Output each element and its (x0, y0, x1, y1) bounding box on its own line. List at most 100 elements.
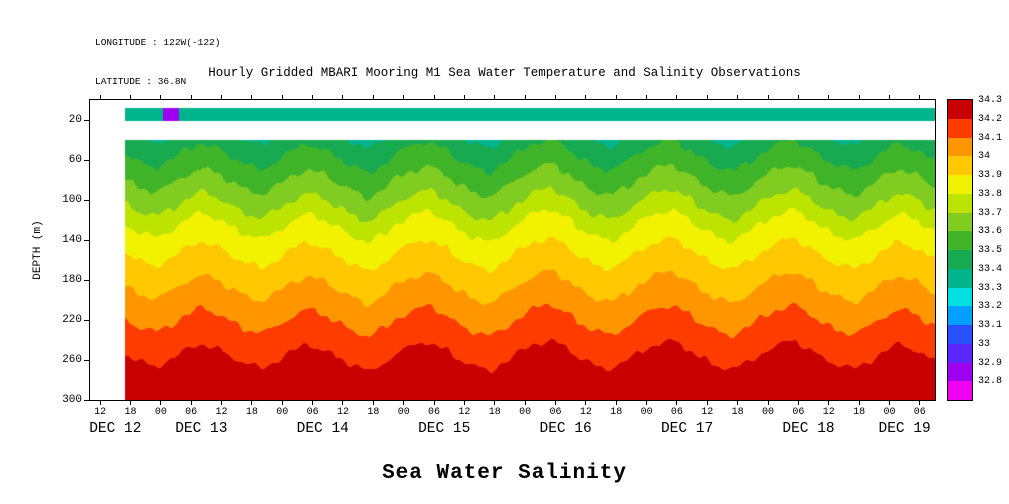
date-label: DEC 15 (418, 421, 471, 437)
x-tick-label: 18 (853, 407, 866, 418)
longitude-text: LONGITUDE : 122W(-122) (95, 37, 221, 48)
x-tick-mark-top (555, 95, 556, 100)
plot-frame (89, 99, 936, 401)
x-tick-mark-top (828, 95, 830, 100)
x-tick-label: 12 (579, 407, 592, 418)
x-tick-mark (312, 400, 314, 405)
y-tick-mark (84, 279, 89, 281)
x-tick-mark (433, 400, 435, 405)
x-tick-label: 00 (640, 407, 653, 418)
y-tick-label: 20 (68, 114, 82, 126)
colorbar-segment (948, 100, 972, 119)
x-tick-label: 00 (519, 407, 532, 418)
colorbar-segment (948, 231, 972, 250)
x-tick-mark-top (919, 95, 921, 100)
x-tick-mark-top (797, 95, 799, 100)
x-tick-mark-top (403, 95, 405, 100)
x-tick-mark-top (463, 95, 465, 100)
x-tick-mark (281, 400, 283, 405)
x-tick-label: 00 (883, 407, 896, 418)
x-tick-mark (828, 400, 830, 405)
colorbar-label: 33.9 (978, 170, 1003, 181)
x-tick-mark (494, 400, 496, 405)
colorbar-label: 33.6 (978, 226, 1003, 238)
x-tick-mark (797, 400, 799, 405)
colorbar-segment (948, 362, 972, 382)
x-tick-mark-top (646, 95, 648, 100)
x-tick-mark (524, 400, 526, 405)
colorbar-segment (948, 156, 972, 175)
x-tick-label: 06 (306, 407, 319, 418)
x-tick-label: 00 (276, 407, 289, 418)
y-tick-mark (84, 159, 89, 161)
date-label: DEC 17 (660, 421, 714, 437)
x-tick-label: 06 (549, 407, 562, 418)
colorbar-segment (948, 250, 972, 269)
y-tick-mark (84, 119, 89, 121)
y-tick-label: 220 (62, 314, 82, 326)
x-tick-mark-top (585, 95, 587, 100)
x-tick-mark-top (524, 95, 526, 100)
colorbar-label: 33 (978, 338, 991, 350)
x-tick-mark-top (676, 95, 678, 100)
colorbar-label: 32.8 (978, 376, 1003, 388)
x-tick-label: 00 (154, 407, 167, 418)
x-tick-mark-top (433, 95, 435, 100)
x-tick-mark (403, 400, 405, 405)
y-tick-label: 100 (62, 194, 82, 206)
x-tick-mark (706, 400, 708, 405)
colorbar-label: 33.8 (978, 188, 1003, 200)
date-label: DEC 18 (782, 421, 835, 437)
x-tick-label: 18 (124, 407, 137, 418)
footer-title: Sea Water Salinity (382, 462, 627, 485)
x-tick-label: 12 (822, 407, 835, 418)
x-tick-mark (585, 400, 587, 405)
y-tick-mark (84, 239, 89, 241)
x-tick-label: 18 (731, 407, 744, 418)
date-label: DEC 14 (296, 421, 349, 437)
x-tick-mark-top (342, 95, 344, 100)
x-tick-mark (342, 400, 344, 405)
x-tick-mark-top (99, 95, 101, 100)
colorbar-label: 32.9 (978, 357, 1003, 369)
x-tick-label: 12 (336, 407, 349, 418)
x-tick-mark-top (737, 95, 739, 100)
salinity-contour-canvas (90, 100, 935, 400)
x-tick-mark (646, 400, 648, 405)
x-tick-mark (160, 400, 162, 405)
date-label: DEC 12 (89, 421, 142, 437)
colorbar-segment (948, 137, 972, 157)
colorbar-segment (948, 175, 972, 194)
x-tick-mark-top (615, 95, 617, 100)
colorbar (947, 99, 973, 401)
x-tick-label: 12 (215, 407, 228, 418)
x-tick-label: 18 (367, 407, 380, 418)
x-tick-label: 12 (94, 407, 107, 418)
colorbar-label: 33.5 (978, 245, 1003, 256)
x-tick-mark-top (312, 95, 314, 100)
colorbar-segment (948, 306, 972, 325)
y-tick-label: 60 (68, 154, 82, 166)
colorbar-segment (948, 193, 972, 213)
x-tick-label: 00 (397, 407, 410, 418)
x-tick-mark (190, 400, 192, 405)
x-tick-label: 06 (670, 407, 683, 418)
colorbar-segment (948, 118, 972, 138)
colorbar-segment (948, 325, 972, 344)
latitude-text: LATITUDE : 36.8N (95, 76, 187, 87)
x-tick-label: 12 (701, 407, 714, 418)
plot-title: Hourly Gridded MBARI Mooring M1 Sea Wate… (208, 66, 801, 80)
colorbar-label: 33.1 (978, 320, 1003, 331)
colorbar-label: 34.1 (978, 132, 1003, 144)
x-tick-mark-top (190, 95, 192, 100)
x-tick-mark (615, 400, 617, 405)
x-tick-mark-top (372, 95, 374, 100)
x-tick-label: 00 (762, 407, 775, 418)
x-tick-label: 18 (488, 407, 501, 418)
colorbar-label: 33.3 (978, 282, 1003, 294)
x-tick-label: 06 (185, 407, 198, 418)
x-tick-mark (737, 400, 739, 405)
colorbar-label: 34.3 (978, 95, 1003, 106)
x-tick-mark (858, 400, 860, 405)
